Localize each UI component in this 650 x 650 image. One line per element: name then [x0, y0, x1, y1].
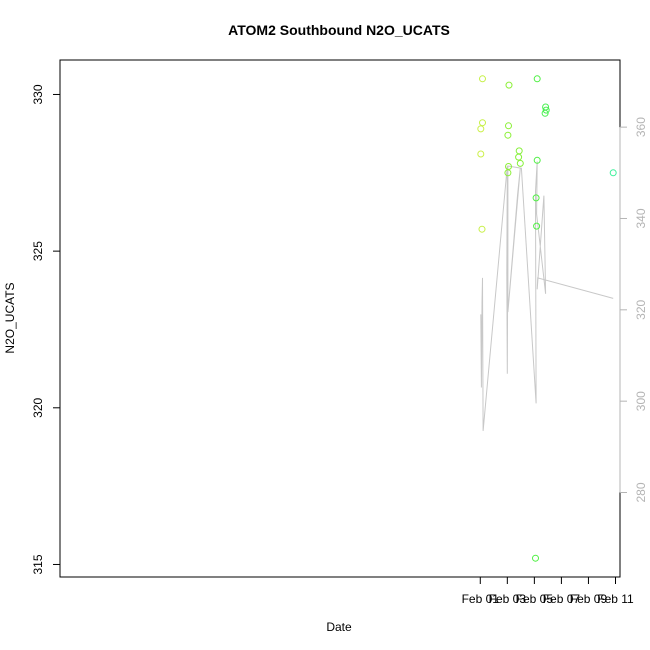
x-tick-label: Feb 03: [489, 592, 527, 606]
data-point: [542, 106, 550, 114]
data-point: [478, 225, 486, 233]
y-axis: 315 320 325 330: [31, 84, 61, 575]
x-tick-label: Feb 07: [543, 592, 581, 606]
x-tick-label: Feb 09: [570, 592, 608, 606]
y-tick-label: 320: [31, 397, 45, 417]
x-tick-label: Feb 01: [462, 592, 500, 606]
data-point: [505, 81, 513, 89]
data-point: [541, 109, 549, 117]
x-tick-label: Feb 11: [597, 592, 634, 606]
data-point: [609, 169, 617, 177]
data-point: [477, 125, 485, 133]
data-point: [532, 194, 540, 202]
y2-tick-label: 280: [634, 482, 648, 502]
data-point: [505, 122, 512, 130]
y-axis-right: 280 300 320 340 360: [619, 117, 648, 503]
chart-title: ATOM2 Southbound N2O_UCATS: [228, 22, 450, 38]
points-layer: [477, 75, 617, 562]
data-point: [533, 156, 541, 164]
data-point: [516, 159, 524, 167]
y2-tick-label: 340: [634, 208, 648, 228]
y-tick-label: 315: [31, 554, 45, 574]
data-point: [515, 153, 523, 161]
data-point: [515, 147, 523, 155]
data-point: [533, 222, 541, 230]
y-tick-label: 330: [31, 84, 45, 104]
data-point: [479, 75, 486, 83]
secondary-line-layer: [480, 161, 614, 431]
data-point: [479, 119, 486, 127]
y-tick-label: 325: [31, 241, 45, 261]
data-point: [533, 75, 541, 83]
y2-tick-label: 320: [634, 299, 648, 319]
x-axis-label: Date: [326, 620, 352, 634]
y2-tick-label: 360: [634, 117, 648, 137]
data-point: [477, 150, 485, 158]
x-tick-label: Feb 05: [516, 592, 554, 606]
data-point: [504, 169, 512, 177]
y2-tick-label: 300: [634, 391, 648, 411]
data-point: [504, 131, 512, 139]
secondary-series-line: [480, 161, 614, 431]
data-point: [532, 554, 539, 562]
y-axis-label: N2O_UCATS: [3, 282, 17, 353]
